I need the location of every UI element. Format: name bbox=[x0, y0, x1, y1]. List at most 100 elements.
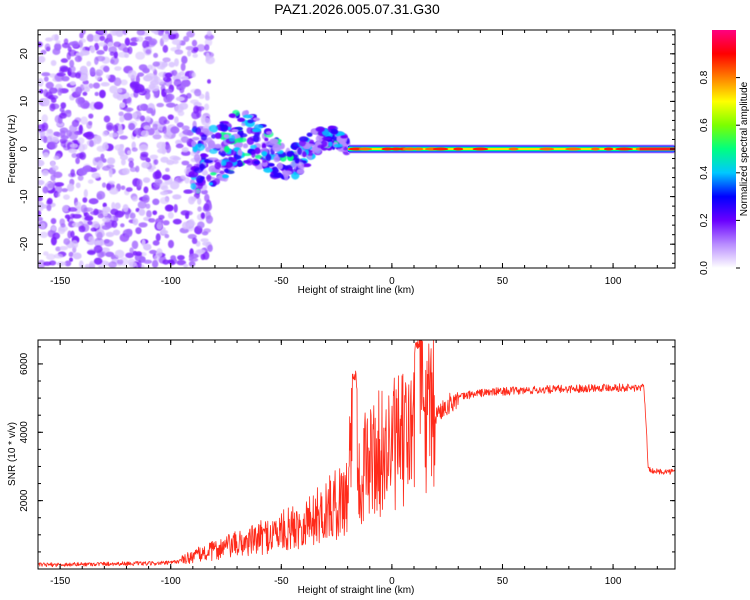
noise-speckle bbox=[136, 36, 144, 42]
transition-blob bbox=[317, 144, 325, 149]
noise-speckle bbox=[71, 239, 79, 249]
transition-blob bbox=[253, 160, 261, 165]
noise-speckle bbox=[156, 221, 163, 230]
noise-speckle bbox=[166, 93, 173, 103]
noise-speckle bbox=[142, 177, 151, 183]
noise-speckle bbox=[79, 32, 84, 39]
transition-blob bbox=[273, 173, 282, 178]
noise-speckle bbox=[113, 41, 122, 48]
noise-speckle bbox=[192, 46, 199, 52]
transition-blob bbox=[283, 173, 289, 181]
noise-speckle bbox=[152, 133, 162, 140]
y-tick-label: 2000 bbox=[19, 489, 30, 512]
transition-blob bbox=[282, 170, 293, 175]
transition-blob bbox=[231, 128, 239, 133]
noise-speckle bbox=[175, 143, 184, 149]
y-tick-label: 20 bbox=[19, 48, 30, 60]
y-tick-label: -10 bbox=[19, 189, 30, 204]
transition-blob bbox=[261, 151, 268, 157]
noise-speckle bbox=[47, 182, 56, 189]
tone-hotspot bbox=[413, 147, 424, 151]
noise-speckle bbox=[69, 81, 76, 86]
noise-speckle bbox=[43, 251, 49, 256]
noise-speckle bbox=[89, 67, 96, 76]
noise-speckle bbox=[143, 186, 149, 194]
noise-speckle bbox=[54, 42, 62, 51]
noise-speckle bbox=[116, 259, 124, 265]
transition-blob bbox=[221, 159, 230, 163]
noise-speckle bbox=[142, 67, 150, 74]
noise-speckle bbox=[93, 101, 104, 110]
noise-speckle bbox=[158, 255, 167, 264]
noise-speckle bbox=[90, 45, 96, 54]
noise-speckle bbox=[84, 216, 94, 221]
transition-blob bbox=[208, 157, 218, 161]
transition-blob bbox=[212, 177, 221, 185]
noise-speckle bbox=[204, 193, 210, 202]
noise-speckle bbox=[129, 166, 137, 172]
noise-speckle bbox=[65, 109, 72, 114]
noise-speckle bbox=[152, 198, 160, 206]
transition-blob bbox=[302, 151, 307, 158]
noise-speckle bbox=[116, 88, 123, 93]
noise-speckle bbox=[107, 41, 113, 48]
x-tick-label: -50 bbox=[274, 276, 289, 287]
noise-speckle bbox=[82, 197, 88, 203]
noise-speckle bbox=[45, 129, 54, 139]
noise-speckle bbox=[137, 200, 147, 209]
noise-speckle bbox=[89, 140, 94, 148]
noise-speckle bbox=[191, 111, 200, 120]
noise-speckle bbox=[86, 250, 96, 255]
noise-speckle bbox=[158, 116, 168, 125]
noise-speckle bbox=[55, 40, 61, 45]
noise-speckle bbox=[69, 143, 79, 149]
noise-speckle bbox=[118, 111, 124, 117]
noise-speckle bbox=[105, 122, 114, 132]
noise-speckle bbox=[159, 64, 166, 70]
transition-blob bbox=[203, 130, 214, 136]
noise-speckle bbox=[128, 160, 134, 169]
transition-blob bbox=[192, 189, 201, 194]
noise-speckle bbox=[69, 59, 75, 68]
noise-speckle bbox=[164, 88, 173, 94]
transition-blob bbox=[273, 155, 281, 163]
colorbar-tick-label: 0.2 bbox=[699, 213, 710, 227]
noise-speckle bbox=[50, 60, 57, 67]
noise-speckle bbox=[100, 82, 110, 87]
noise-speckle bbox=[44, 43, 51, 51]
transition-blob bbox=[286, 150, 294, 158]
transition-blob bbox=[229, 157, 237, 163]
noise-speckle bbox=[61, 188, 68, 193]
colorbar-tick-label: 0.4 bbox=[699, 165, 710, 179]
noise-speckle bbox=[101, 247, 110, 253]
transition-blob bbox=[263, 167, 273, 173]
noise-speckle bbox=[125, 187, 133, 192]
noise-speckle bbox=[176, 259, 187, 266]
noise-speckle bbox=[133, 90, 139, 98]
noise-speckle bbox=[76, 152, 85, 159]
x-tick-label: -100 bbox=[161, 276, 181, 287]
noise-speckle bbox=[183, 189, 194, 194]
transition-blob bbox=[252, 117, 261, 122]
noise-speckle bbox=[168, 30, 178, 35]
noise-speckle bbox=[57, 87, 63, 96]
colorbar-tick-label: 0.6 bbox=[699, 118, 710, 132]
noise-speckle bbox=[102, 202, 107, 208]
noise-speckle bbox=[187, 49, 192, 57]
noise-speckle bbox=[105, 261, 110, 267]
noise-speckle bbox=[172, 194, 182, 200]
transition-blob bbox=[228, 134, 236, 142]
noise-speckle bbox=[128, 122, 136, 131]
transition-blob bbox=[223, 134, 230, 139]
y-tick-label: 6000 bbox=[19, 352, 30, 375]
transition-blob bbox=[340, 135, 348, 139]
chart-title: PAZ1.2026.005.07.31.G30 bbox=[274, 1, 440, 17]
noise-speckle bbox=[184, 177, 190, 184]
noise-speckle bbox=[186, 130, 194, 136]
transition-blob bbox=[200, 176, 205, 180]
colorbar-tick-label: 0.8 bbox=[699, 70, 710, 84]
noise-speckle bbox=[43, 135, 48, 144]
noise-speckle bbox=[120, 79, 128, 86]
noise-speckle bbox=[155, 251, 163, 258]
x-tick-label: -100 bbox=[161, 576, 181, 587]
